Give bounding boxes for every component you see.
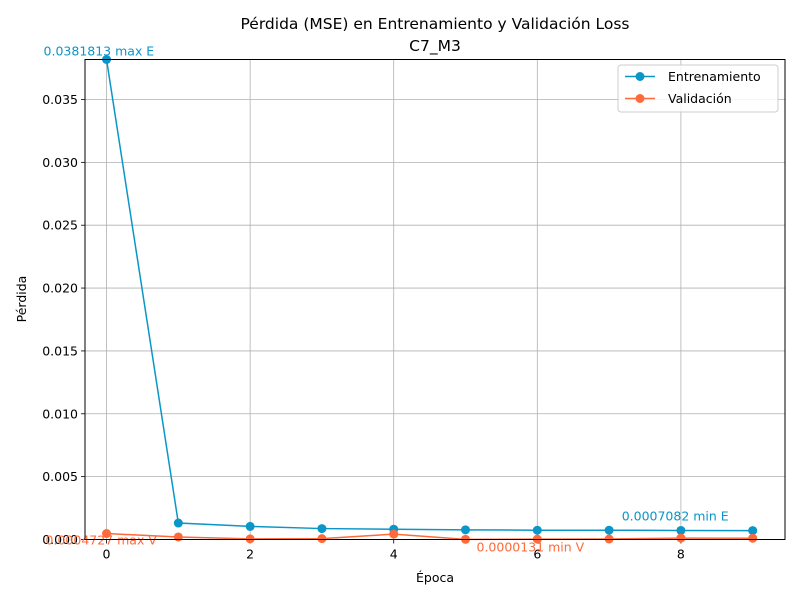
x-tick-label: 8 xyxy=(677,547,685,562)
data-point-validacion xyxy=(245,534,255,544)
legend-marker-validacion xyxy=(635,94,645,103)
series-lines xyxy=(105,59,753,541)
annotation-label: 0.0000131 min V xyxy=(477,539,585,554)
data-point-validacion xyxy=(676,533,686,543)
axis-ticks: 0 2 4 6 8 0.000 0.005 0.010 0.015 0.020 0.025 0.030… xyxy=(42,92,685,562)
y-tick-label: 0.000 xyxy=(42,532,78,547)
y-tick-label: 0.005 xyxy=(42,469,78,484)
annotation-label: 0.0004727 max V xyxy=(46,533,158,548)
data-point-entrenamiento xyxy=(317,524,327,534)
data-point-validacion xyxy=(317,534,327,544)
legend: Entrenamiento Validación xyxy=(617,64,779,113)
data-point-entrenamiento xyxy=(604,525,614,535)
legend-label-validacion: Validación xyxy=(668,91,732,106)
legend-box xyxy=(617,64,779,113)
data-point-validacion xyxy=(173,532,183,542)
y-tick-label: 0.010 xyxy=(42,406,78,421)
x-tick-label: 2 xyxy=(246,547,254,562)
series-line-validacion xyxy=(106,532,753,541)
data-point-entrenamiento xyxy=(748,526,758,536)
y-axis-title: Pérdida xyxy=(14,276,29,323)
data-point-entrenamiento xyxy=(461,525,471,535)
legend-label-entrenamiento: Entrenamiento xyxy=(668,69,761,84)
annotation-label: 0.0007082 min E xyxy=(622,509,729,524)
grid xyxy=(85,59,785,540)
series-points xyxy=(102,55,758,544)
chart-subtitle: C7_M3 xyxy=(409,37,461,56)
x-tick-label: 6 xyxy=(533,547,541,562)
y-tick-label: 0.020 xyxy=(42,281,78,296)
chart-title: Pérdida (MSE) en Entrenamiento y Validac… xyxy=(241,15,630,33)
data-point-validacion xyxy=(389,529,399,539)
y-tick-label: 0.030 xyxy=(42,155,78,170)
data-point-validacion xyxy=(604,534,614,544)
data-point-entrenamiento xyxy=(245,521,255,531)
x-tick-label: 4 xyxy=(390,547,398,562)
data-point-validacion xyxy=(102,529,112,539)
annotations: 0.0381813 max E 0.0007082 min E 0.0004727 … xyxy=(44,44,729,555)
y-tick-label: 0.025 xyxy=(42,218,78,233)
annotation-label: 0.0381813 max E xyxy=(44,44,155,59)
data-point-entrenamiento xyxy=(173,518,183,528)
data-point-validacion xyxy=(748,533,758,543)
legend-marker-entrenamiento xyxy=(635,72,645,81)
x-axis-title: Época xyxy=(416,570,454,585)
data-point-entrenamiento xyxy=(532,525,542,535)
x-tick-label: 0 xyxy=(103,547,111,562)
y-tick-label: 0.035 xyxy=(42,92,78,107)
plot-frame xyxy=(84,59,786,540)
y-tick-label: 0.015 xyxy=(42,343,78,358)
data-point-entrenamiento xyxy=(676,525,686,535)
series-line-entrenamiento xyxy=(105,59,753,532)
